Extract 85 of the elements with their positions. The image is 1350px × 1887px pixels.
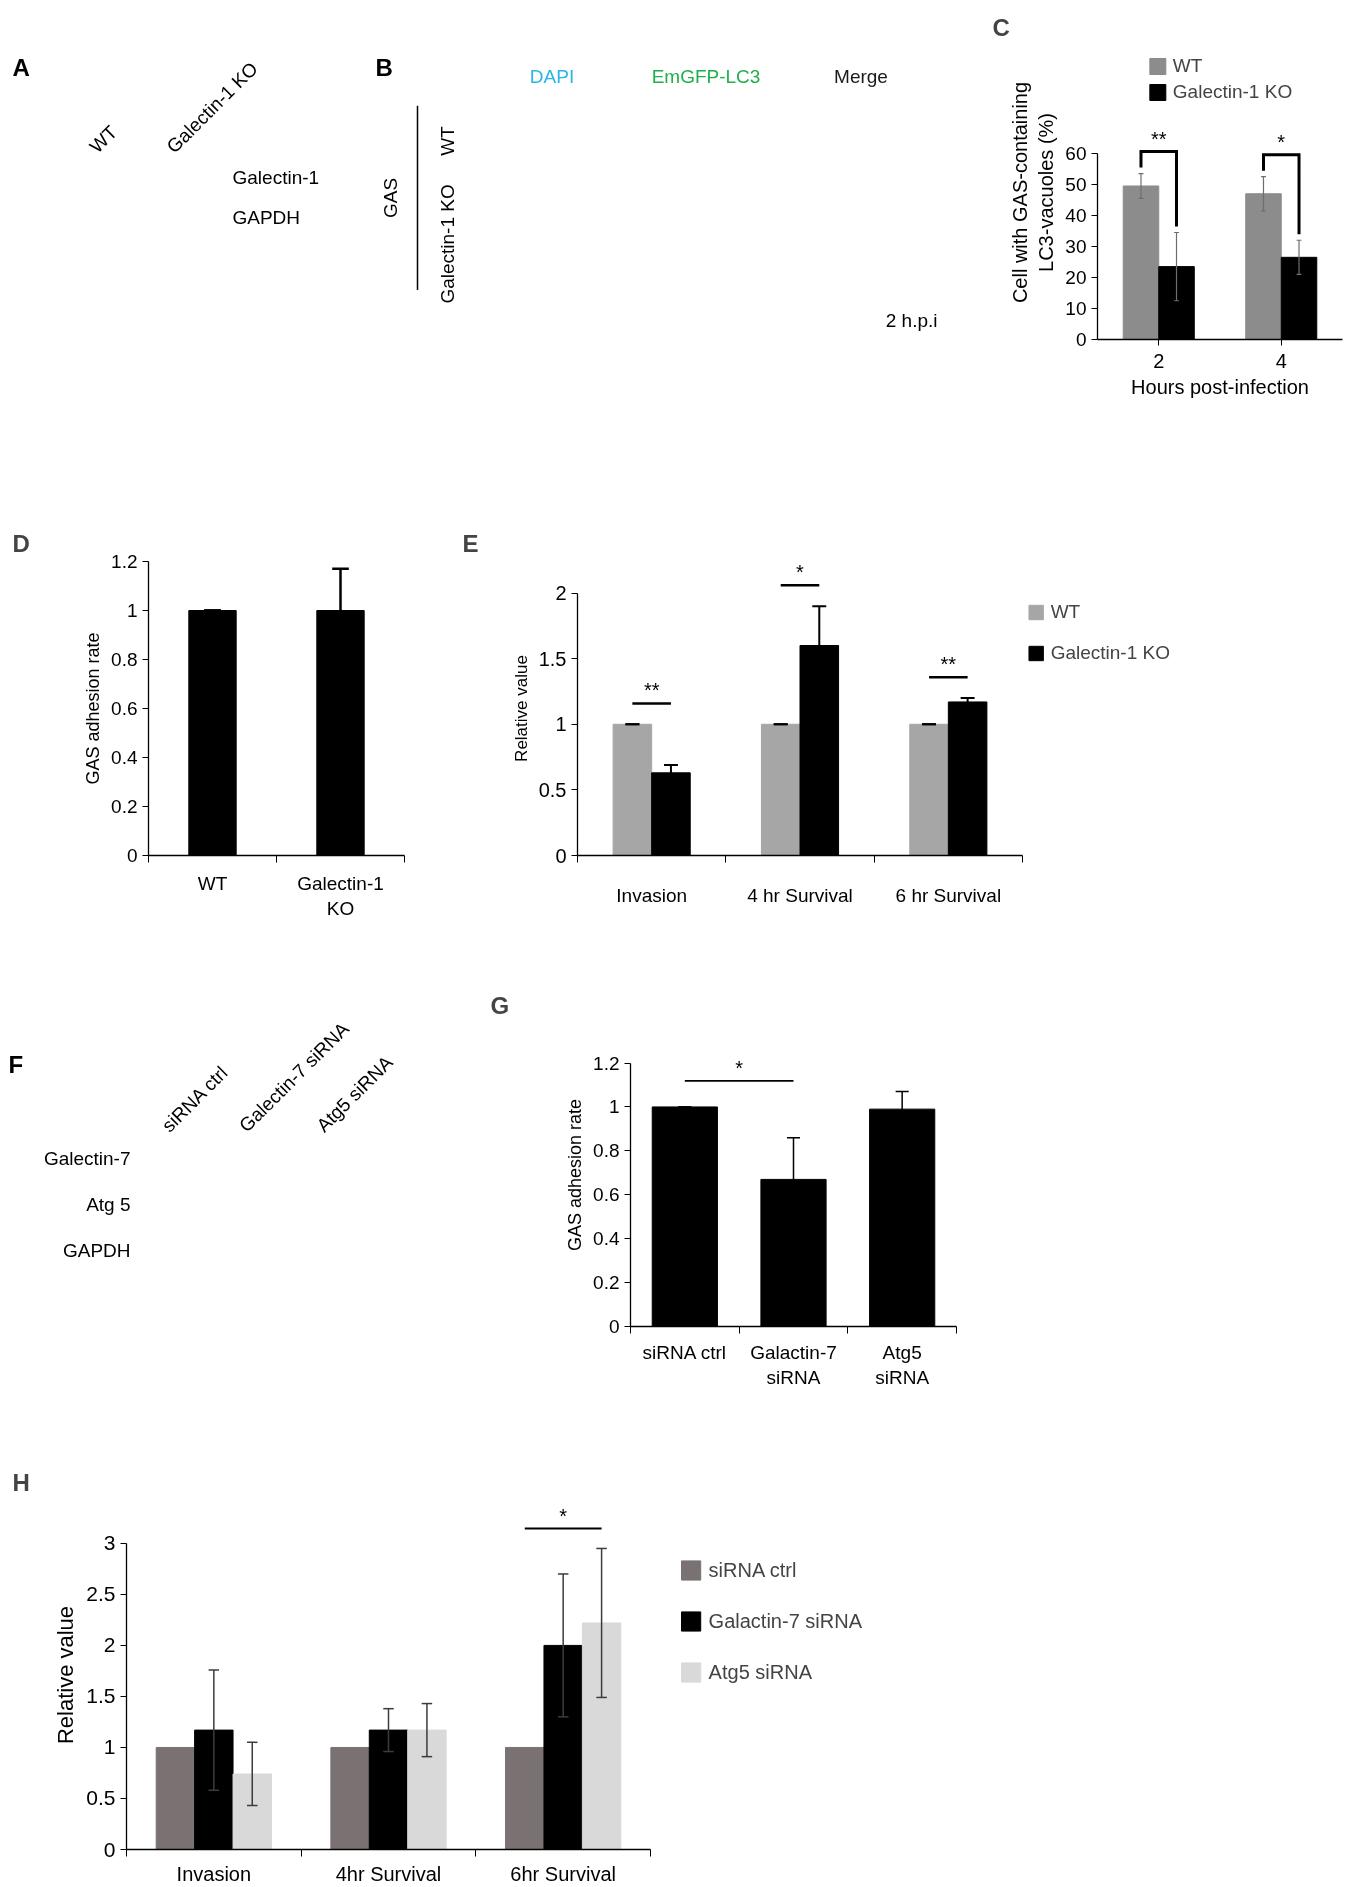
x-tick-label: 4 xyxy=(1275,349,1287,372)
x-tick-label: 6 hr Survival xyxy=(895,884,1002,906)
x-tick-label: 6hr Survival xyxy=(510,1862,616,1885)
x-tick-label: 4hr Survival xyxy=(335,1862,442,1885)
text: GAS xyxy=(380,177,401,218)
y-tick-label: 0.2 xyxy=(593,1272,620,1294)
y-tick-label: 0.6 xyxy=(593,1184,620,1206)
y-tick-label: 40 xyxy=(1065,204,1087,226)
category-label: Galectin-7 xyxy=(43,1148,131,1170)
y-tick-label: 3 xyxy=(103,1531,116,1555)
y-tick-label: 1.5 xyxy=(86,1684,116,1708)
y-axis-title: Relative value xyxy=(511,655,531,762)
legend-label: Galactin-7 siRNA xyxy=(708,1609,862,1633)
y-tick-label: 2 xyxy=(103,1633,116,1657)
y-tick-label: 0.4 xyxy=(111,747,138,768)
text: * xyxy=(559,1504,568,1527)
legend-label: Galectin-1 KO xyxy=(1050,642,1170,664)
y-tick-label: 1.2 xyxy=(593,1052,620,1074)
y-axis-title: GAS adhesion rate xyxy=(83,632,104,785)
y-tick-label: 30 xyxy=(1065,235,1087,257)
x-tick-label: Galectin-1 KO xyxy=(297,872,384,919)
x-tick-label: siRNA ctrl xyxy=(642,1341,727,1363)
y-tick-label: 1.5 xyxy=(538,647,567,670)
legend-label: Atg5 siRNA xyxy=(708,1660,812,1684)
y-tick-label: 2.5 xyxy=(86,1582,116,1606)
category-label: GAPDH xyxy=(232,207,301,229)
x-tick-label: Galactin-7 siRNA xyxy=(750,1341,837,1388)
category-label: Atg 5 xyxy=(86,1194,131,1216)
y-tick-label: 1 xyxy=(126,600,138,621)
text: ** xyxy=(1150,127,1167,150)
chart-title: E xyxy=(462,529,479,557)
legend-label: Galectin-1 KO xyxy=(1172,81,1293,103)
x-tick-label: Invasion xyxy=(616,884,688,906)
x-tick-label: 4 hr Survival xyxy=(747,884,853,906)
chart-title: D xyxy=(12,529,30,557)
category-label: GAPDH xyxy=(62,1240,131,1262)
text: * xyxy=(1277,130,1286,153)
y-tick-label: 20 xyxy=(1065,266,1087,288)
chart-title: C xyxy=(992,13,1010,41)
category-label: WT xyxy=(85,121,122,158)
y-tick-label: 1 xyxy=(103,1735,116,1759)
x-tick-label: Invasion xyxy=(176,1862,252,1885)
y-tick-label: 10 xyxy=(1065,297,1087,319)
y-tick-label: 0 xyxy=(555,844,567,867)
y-axis-title: Relative value xyxy=(53,1605,79,1745)
y-tick-label: 0 xyxy=(126,845,138,866)
y-tick-label: 0 xyxy=(103,1837,116,1861)
chart-title: G xyxy=(490,991,510,1019)
x-tick-label: WT xyxy=(197,872,228,894)
y-tick-label: 0.8 xyxy=(111,649,138,670)
y-tick-label: 0.6 xyxy=(111,698,138,719)
text: A xyxy=(12,53,30,81)
y-axis-title: GAS adhesion rate xyxy=(565,1098,586,1252)
chart-title: H xyxy=(12,1468,30,1496)
y-tick-label: 1.2 xyxy=(111,551,138,572)
y-tick-label: 1 xyxy=(608,1096,620,1118)
y-tick-label: 0 xyxy=(1075,329,1087,350)
y-tick-label: 2 xyxy=(555,582,567,604)
y-tick-label: 0.5 xyxy=(538,778,567,801)
y-tick-label: 0.8 xyxy=(593,1140,620,1162)
y-tick-label: 50 xyxy=(1065,173,1087,195)
y-tick-label: 0.5 xyxy=(86,1786,116,1810)
text: * xyxy=(796,561,805,584)
legend-label: siRNA ctrl xyxy=(708,1558,797,1582)
category-label: Merge xyxy=(834,66,888,88)
annotation: ** xyxy=(940,653,957,676)
category-label: Galectin-1 xyxy=(232,166,320,188)
category-label: WT xyxy=(437,126,458,156)
text: B xyxy=(375,53,393,81)
legend-label: WT xyxy=(1172,55,1203,77)
y-tick-label: 0.4 xyxy=(593,1228,620,1250)
y-tick-label: 1 xyxy=(555,713,567,736)
x-tick-label: Atg5 siRNA xyxy=(875,1341,930,1388)
annotation: ** xyxy=(643,679,660,702)
y-tick-label: 0 xyxy=(608,1316,620,1337)
y-tick-label: 0.2 xyxy=(111,796,138,817)
x-axis-title: Hours post-infection xyxy=(1131,375,1309,398)
category-label: DAPI xyxy=(529,66,575,88)
annotation: * xyxy=(735,1056,744,1079)
text: 2 h.p.i xyxy=(885,310,938,332)
y-axis-title: Cell with GAS-containing LC3-vacuoles (%) xyxy=(1008,81,1058,304)
y-tick-label: 60 xyxy=(1065,142,1087,164)
legend-label: WT xyxy=(1050,601,1081,623)
text: F xyxy=(8,1051,24,1079)
category-label: EmGFP-LC3 xyxy=(651,66,761,88)
